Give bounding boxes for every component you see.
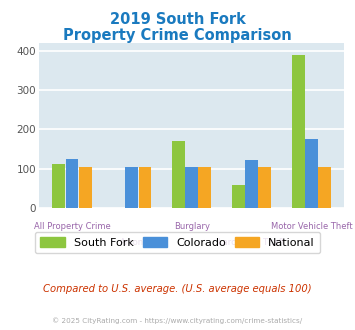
Text: All Property Crime: All Property Crime <box>34 222 110 231</box>
Bar <box>305 139 318 208</box>
Bar <box>138 167 151 208</box>
Text: Arson: Arson <box>120 239 144 248</box>
Bar <box>53 164 65 208</box>
Text: Burglary: Burglary <box>174 222 210 231</box>
Bar <box>79 167 92 208</box>
Bar <box>318 167 331 208</box>
Bar <box>185 167 198 208</box>
Text: Property Crime Comparison: Property Crime Comparison <box>63 28 292 43</box>
Text: Motor Vehicle Theft: Motor Vehicle Theft <box>271 222 352 231</box>
Bar <box>172 141 185 208</box>
Bar <box>125 167 138 208</box>
Bar <box>245 160 258 208</box>
Text: Larceny & Theft: Larceny & Theft <box>218 239 285 248</box>
Bar <box>232 185 245 208</box>
Bar <box>198 167 211 208</box>
Bar <box>292 55 305 208</box>
Bar <box>66 159 78 208</box>
Text: Compared to U.S. average. (U.S. average equals 100): Compared to U.S. average. (U.S. average … <box>43 284 312 294</box>
Bar <box>258 167 271 208</box>
Text: © 2025 CityRating.com - https://www.cityrating.com/crime-statistics/: © 2025 CityRating.com - https://www.city… <box>53 317 302 324</box>
Text: 2019 South Fork: 2019 South Fork <box>110 12 245 26</box>
Legend: South Fork, Colorado, National: South Fork, Colorado, National <box>35 232 320 253</box>
